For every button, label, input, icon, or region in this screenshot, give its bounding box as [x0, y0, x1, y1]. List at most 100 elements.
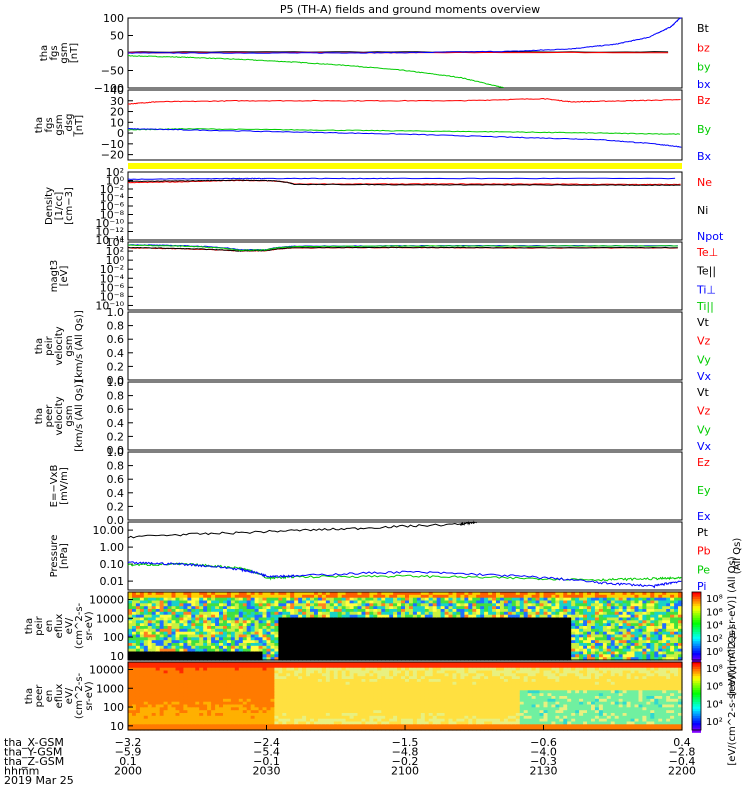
- heatmap-cell: [266, 676, 272, 680]
- heatmap-cell: [401, 654, 406, 658]
- heatmap-cell: [230, 662, 236, 666]
- heatmap-cell: [167, 698, 173, 703]
- heatmap-cell: [393, 620, 398, 624]
- heatmap-cell: [294, 704, 299, 708]
- heatmap-cell: [128, 651, 133, 655]
- heatmap-cell: [440, 634, 446, 638]
- heatmap-cell: [278, 617, 283, 621]
- heatmap-cell: [674, 606, 679, 610]
- heatmap-cell: [535, 626, 541, 630]
- heatmap-cell: [638, 643, 644, 647]
- heatmap-cell: [211, 715, 216, 720]
- heatmap-cell: [139, 710, 145, 714]
- heatmap-cell: [310, 611, 315, 616]
- heatmap-cell: [642, 623, 647, 627]
- heatmap-cell: [321, 634, 327, 638]
- heatmap-cell: [591, 657, 596, 661]
- heatmap-cell: [234, 727, 240, 731]
- heatmap-cell: [440, 620, 446, 624]
- heatmap-cell: [151, 645, 157, 650]
- heatmap-cell: [290, 623, 295, 627]
- heatmap-cell: [290, 670, 295, 674]
- heatmap-cell: [266, 614, 272, 619]
- heatmap-cell: [559, 640, 564, 644]
- heatmap-cell: [183, 673, 188, 677]
- heatmap-cell: [290, 704, 295, 708]
- heatmap-cell: [258, 651, 264, 655]
- heatmap-cell: [314, 718, 319, 723]
- heatmap-cell: [246, 617, 252, 621]
- heatmap-cell: [349, 693, 355, 697]
- y-tick-label: 20: [110, 106, 124, 119]
- heatmap-cell: [211, 718, 216, 723]
- heatmap-cell: [515, 648, 521, 653]
- heatmap-cell: [452, 597, 458, 602]
- heatmap-cell: [345, 727, 351, 731]
- heatmap-cell: [226, 724, 232, 728]
- heatmap-cell: [298, 600, 303, 604]
- heatmap-cell: [270, 600, 276, 604]
- heatmap-cell: [492, 592, 497, 596]
- heatmap-cell: [135, 631, 141, 636]
- heatmap-cell: [187, 676, 192, 680]
- heatmap-cell: [428, 617, 434, 621]
- heatmap-cell: [187, 693, 192, 697]
- heatmap-cell: [460, 648, 465, 653]
- heatmap-cell: [139, 693, 145, 697]
- heatmap-cell: [183, 715, 188, 720]
- heatmap-cell: [365, 645, 370, 650]
- heatmap-cell: [650, 648, 655, 653]
- heatmap-cell: [606, 626, 612, 630]
- heatmap-cell: [302, 704, 307, 708]
- heatmap-cell: [345, 687, 351, 691]
- heatmap-cell: [310, 724, 315, 728]
- heatmap-cell: [591, 611, 596, 616]
- heatmap-cell: [543, 623, 549, 627]
- heatmap-cell: [654, 657, 659, 661]
- heatmap-cell: [290, 628, 295, 633]
- heatmap-cell: [147, 664, 153, 669]
- heatmap-cell: [147, 620, 153, 624]
- heatmap-cell: [317, 640, 323, 644]
- heatmap-cell: [155, 727, 161, 731]
- heatmap-cell: [306, 679, 311, 683]
- heatmap-cell: [317, 592, 323, 596]
- heatmap-cell: [373, 648, 378, 653]
- heatmap-cell: [195, 592, 200, 596]
- heatmap-cell: [484, 643, 489, 647]
- heatmap-cell: [460, 603, 465, 607]
- heatmap-cell: [432, 606, 438, 610]
- heatmap-cell: [159, 657, 165, 661]
- heatmap-cell: [159, 679, 165, 683]
- heatmap-cell: [143, 594, 149, 599]
- heatmap-cell: [369, 614, 374, 619]
- heatmap-cell: [167, 693, 173, 697]
- heatmap-cell: [171, 637, 177, 641]
- heatmap-cell: [302, 643, 307, 647]
- heatmap-cell: [575, 634, 580, 638]
- heatmap-cell: [207, 718, 212, 723]
- heatmap-cell: [179, 603, 184, 607]
- legend-label: Te||: [696, 265, 716, 278]
- heatmap-cell: [207, 662, 212, 666]
- heatmap-cell: [567, 603, 572, 607]
- heatmap-cell: [325, 628, 331, 633]
- heatmap-cell: [666, 611, 671, 616]
- heatmap-cell: [519, 600, 525, 604]
- heatmap-cell: [389, 626, 394, 630]
- heatmap-cell: [591, 634, 596, 638]
- heatmap-cell: [175, 626, 181, 630]
- heatmap-cell: [385, 600, 390, 604]
- heatmap-cell: [610, 617, 616, 621]
- heatmap-cell: [349, 710, 355, 714]
- heatmap-cell: [207, 614, 212, 619]
- heatmap-cell: [488, 626, 493, 630]
- heatmap-cell: [456, 594, 461, 599]
- y-axis-label: velocity: [54, 326, 65, 365]
- heatmap-cell: [262, 609, 268, 613]
- heatmap-cell: [167, 637, 173, 641]
- heatmap-cell: [262, 628, 268, 633]
- heatmap-cell: [646, 603, 651, 607]
- heatmap-cell: [132, 687, 137, 691]
- heatmap-cell: [215, 679, 220, 683]
